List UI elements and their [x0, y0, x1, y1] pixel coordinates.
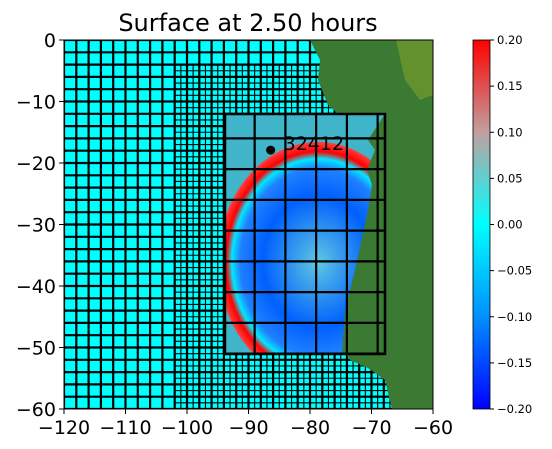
colorbar-tick-label: −0.20 [497, 402, 532, 416]
y-axis: 0 −10 −20 −30 −40 −50 −60 [16, 30, 64, 421]
y-tick-label: −20 [16, 153, 56, 175]
colorbar: 0.20 0.15 0.10 0.05 0.00 −0.05 −0.10 −0.15 −0.20 [472, 33, 532, 416]
colorbar-tick-label: −0.15 [497, 356, 532, 370]
x-tick-label: −70 [351, 417, 391, 439]
colorbar-bar [472, 39, 491, 410]
colorbar-ticks: 0.20 0.15 0.10 0.05 0.00 −0.05 −0.10 −0.15 −0.20 [490, 33, 532, 416]
x-tick-label: −60 [413, 417, 453, 439]
land-highlands [396, 40, 433, 100]
y-tick-label: 0 [44, 30, 56, 52]
x-axis: −120 −110 −100 −90 −80 −70 −60 [38, 409, 453, 439]
tsunami-wavefront [225, 142, 385, 354]
colorbar-tick-label: −0.05 [497, 264, 532, 278]
chart-title: Surface at 2.50 hours [118, 9, 377, 37]
y-tick-label: −60 [16, 399, 56, 421]
gauge-marker [266, 145, 276, 155]
plot-area: 32412 [64, 40, 433, 409]
y-tick-label: −10 [16, 92, 56, 114]
colorbar-tick-label: 0.00 [497, 218, 523, 232]
colorbar-tick-label: 0.20 [497, 33, 523, 47]
fine-land-mass [342, 114, 385, 354]
colorbar-tick-label: −0.10 [497, 310, 532, 324]
x-tick-label: −110 [99, 417, 151, 439]
colorbar-tick-label: 0.05 [497, 171, 523, 185]
y-tick-label: −50 [16, 338, 56, 360]
gauge-label: 32412 [284, 133, 344, 155]
colorbar-tick-label: 0.10 [497, 125, 523, 139]
colorbar-tick-label: 0.15 [497, 79, 523, 93]
x-tick-label: −120 [38, 417, 90, 439]
fine-grid-lines [222, 113, 384, 355]
x-tick-label: −80 [290, 417, 330, 439]
x-tick-label: −90 [228, 417, 268, 439]
x-tick-label: −100 [161, 417, 213, 439]
fine-region [223, 112, 387, 356]
y-tick-label: −30 [16, 215, 56, 237]
y-tick-label: −40 [16, 276, 56, 298]
